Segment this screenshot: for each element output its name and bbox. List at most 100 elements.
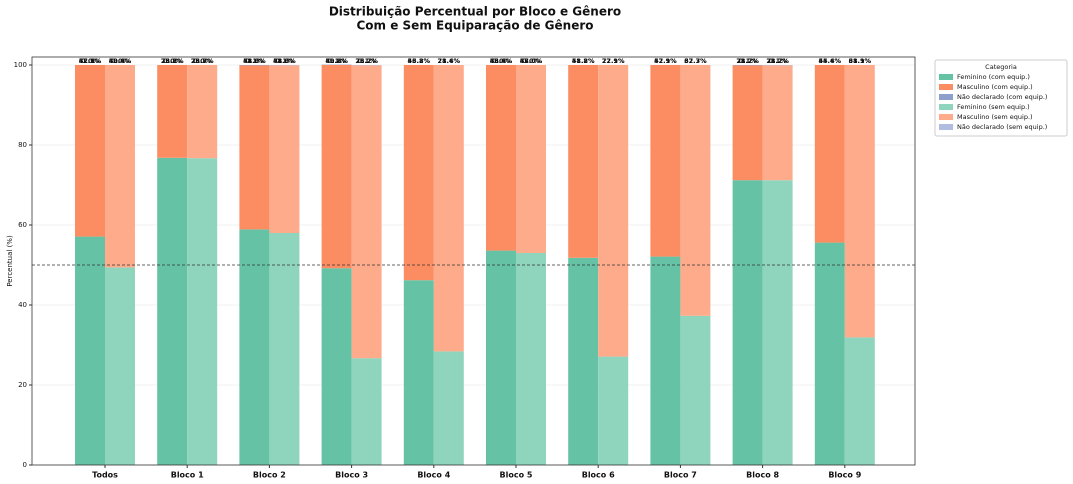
bar-segment xyxy=(239,65,270,230)
bar-segment xyxy=(486,65,516,251)
value-label: 73.2% xyxy=(355,57,378,65)
y-tick-label: 20 xyxy=(18,381,27,389)
legend-box xyxy=(934,59,1068,137)
value-label: 0.0% xyxy=(193,57,212,65)
value-label: 47.0% xyxy=(520,57,543,65)
value-label: 46.2% xyxy=(408,57,431,65)
bar-segment xyxy=(269,65,300,234)
legend-swatch xyxy=(939,114,953,120)
value-label: 76.8% xyxy=(161,57,184,65)
value-label: 58.9% xyxy=(243,57,266,65)
value-label: 52.1% xyxy=(654,57,677,65)
x-tick-label: Bloco 1 xyxy=(171,471,204,480)
bar-segment xyxy=(732,180,763,465)
value-label: 71.6% xyxy=(438,57,461,65)
bar-segment xyxy=(75,236,105,465)
value-label: 47.9% xyxy=(654,57,677,65)
y-axis-label: Percentual (%) xyxy=(6,235,14,287)
bar-segment xyxy=(105,65,135,268)
bar-segment xyxy=(433,351,464,465)
x-tick-label: Bloco 3 xyxy=(335,471,368,480)
legend-label: Não declarado (sem equip.) xyxy=(957,123,1047,131)
value-label: 49.2% xyxy=(325,57,348,65)
value-label: 0.1% xyxy=(275,57,294,65)
bar-segment xyxy=(75,65,105,237)
value-label: 51.8% xyxy=(572,57,595,65)
x-tick-label: Bloco 4 xyxy=(417,471,450,480)
value-label: 53.6% xyxy=(490,57,513,65)
y-tick-label: 60 xyxy=(18,221,27,229)
legend-swatch xyxy=(939,74,953,80)
value-label: 0.1% xyxy=(328,57,347,65)
bar-segment xyxy=(486,250,516,465)
bar-segment xyxy=(157,157,188,466)
value-label: 0.1% xyxy=(358,57,377,65)
bar-segment xyxy=(568,257,599,465)
x-tick-label: Bloco 9 xyxy=(828,471,861,480)
value-label: 0.0% xyxy=(522,57,541,65)
value-label: 76.7% xyxy=(191,57,214,65)
x-tick-label: Bloco 5 xyxy=(500,471,533,480)
x-tick-label: Bloco 2 xyxy=(253,471,286,480)
value-label: 31.9% xyxy=(849,57,872,65)
x-tick-label: Bloco 7 xyxy=(664,471,697,480)
bar-segment xyxy=(650,65,681,257)
value-label: 48.2% xyxy=(572,57,595,65)
x-tick-label: Bloco 8 xyxy=(746,471,779,480)
bar-segment xyxy=(762,180,793,465)
chart-subtitle: Com e Sem Equiparação de Gênero xyxy=(356,19,593,33)
bar-segment xyxy=(105,267,135,465)
value-label: 50.8% xyxy=(325,57,348,65)
value-label: 0.0% xyxy=(492,57,511,65)
value-label: 27.1% xyxy=(602,57,625,65)
value-label: 0.1% xyxy=(739,57,758,65)
value-label: 50.6% xyxy=(109,57,132,65)
bar-segment xyxy=(650,256,681,465)
legend-label: Não declarado (com equip.) xyxy=(957,93,1047,101)
bar-segment xyxy=(680,315,711,465)
y-tick-label: 100 xyxy=(14,61,27,69)
bar-segment xyxy=(351,65,382,359)
y-tick-label: 0 xyxy=(23,461,27,469)
bar-segment xyxy=(157,65,188,158)
bar-segment xyxy=(433,65,464,352)
legend-swatch xyxy=(939,84,953,90)
bar-segment xyxy=(351,358,382,465)
bar-segment xyxy=(516,65,546,253)
bar-segment xyxy=(403,65,434,281)
value-label: 23.2% xyxy=(161,57,184,65)
bar-segment xyxy=(187,158,218,465)
legend-label: Feminino (com equip.) xyxy=(957,73,1030,81)
chart-title: Distribuição Percentual por Bloco e Gêne… xyxy=(329,5,621,19)
bar-segment xyxy=(598,356,629,465)
bar-segment xyxy=(321,65,352,269)
value-label: 28.7% xyxy=(736,57,759,65)
value-label: 49.4% xyxy=(109,57,132,65)
x-tick-label: Todos xyxy=(92,471,118,480)
value-label: 62.7% xyxy=(684,57,707,65)
value-label: 28.4% xyxy=(438,57,461,65)
value-label: 53.8% xyxy=(408,57,431,65)
legend-swatch xyxy=(939,104,953,110)
bar-segment xyxy=(844,65,875,338)
value-label: 23.3% xyxy=(191,57,214,65)
value-label: 68.1% xyxy=(849,57,872,65)
bar-segment xyxy=(814,65,845,243)
bar-segment xyxy=(321,268,352,465)
legend-label: Masculino (com equip.) xyxy=(957,83,1033,91)
plot-frame xyxy=(31,56,916,466)
value-label: 53.0% xyxy=(520,57,543,65)
bar-segment xyxy=(762,65,793,181)
legend-label: Masculino (sem equip.) xyxy=(957,113,1033,121)
bar-segment xyxy=(598,65,629,357)
value-label: 57.1% xyxy=(79,57,102,65)
bar-segment xyxy=(680,65,711,316)
bar-segment xyxy=(844,337,875,465)
value-label: 41.9% xyxy=(273,57,296,65)
bar-segment xyxy=(814,242,845,465)
value-label: 55.6% xyxy=(819,57,842,65)
value-label: 0.0% xyxy=(163,57,182,65)
y-tick-label: 40 xyxy=(18,301,27,309)
value-label: 71.2% xyxy=(766,57,789,65)
